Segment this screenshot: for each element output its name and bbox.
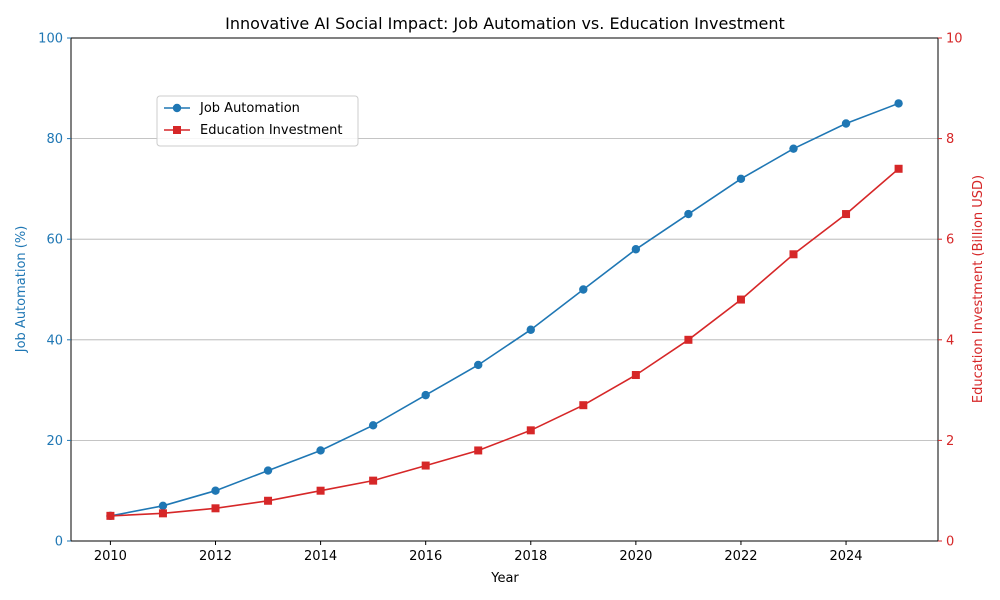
y-right-tick-label-2: 4 [946,333,954,348]
legend-education-investment-marker [173,126,181,134]
x-axis-label: Year [490,571,519,586]
legend-box [156,95,359,147]
job-automation-point-2021 [684,209,693,219]
education-investment-point-2010 [106,511,115,520]
y-left-tick-label-3: 60 [46,233,63,248]
job-automation-point-2024 [841,119,851,128]
job-automation-point-2018 [526,325,535,334]
job-automation-point-2019 [579,285,588,294]
education-investment-point-2018 [526,426,535,435]
job-automation-point-2012 [211,486,220,495]
education-investment-point-2021 [684,335,693,344]
x-tick-label-2: 2014 [304,549,337,564]
job-automation-point-2011 [158,501,168,510]
education-investment-point-2024 [842,210,851,219]
x-tick-label-6: 2022 [724,549,757,564]
legend: Job Automation Education Investment [156,95,359,147]
y-right-tick-label-0: 0 [946,535,954,550]
y-left-tick-label-0: 0 [55,535,63,550]
legend-education-investment-label: Education Investment [200,123,343,138]
education-investment-point-2020 [631,371,640,380]
job-automation-point-2013 [263,466,273,475]
job-automation-point-2020 [631,245,641,254]
y-right-tick-label-4: 8 [946,132,954,147]
y-right-tick-label-5: 10 [946,32,963,47]
legend-job-automation-marker [172,103,182,113]
education-investment-point-2019 [579,401,588,410]
job-automation-point-2023 [789,144,798,153]
education-investment-point-2022 [736,295,745,304]
ticks: 2010 2012 2014 2016 2018 2020 2022 202402040608… [38,32,962,565]
education-investment-point-2011 [158,509,167,518]
education-investment-line [110,168,900,517]
y-left-tick-label-1: 20 [46,434,63,449]
job-automation-point-2022 [736,174,746,184]
legend-job-automation-label: Job Automation [199,101,300,116]
education-investment-point-2015 [369,476,378,485]
job-automation-point-2014 [316,446,325,455]
education-investment-point-2016 [421,461,430,470]
x-tick-label-4: 2018 [514,549,547,564]
education-investment-point-2025 [894,164,903,173]
x-tick-label-7: 2024 [829,549,862,564]
education-investment-point-2017 [474,446,483,455]
y-left-tick-label-2: 40 [46,333,63,348]
y-right-tick-label-1: 2 [946,434,954,449]
y-right-tick-label-3: 6 [946,233,954,248]
x-tick-label-3: 2016 [409,549,442,564]
job-automation-point-2025 [894,99,903,108]
education-investment-point-2014 [316,486,325,495]
y-axis-right-label: Education Investment (Billion USD) [971,175,986,403]
y-left-tick-label-5: 100 [38,32,63,47]
x-tick-label-0: 2010 [94,549,127,564]
education-investment-point-2012 [211,504,220,513]
y-axis-left-label: Job Automation (%) [14,226,29,354]
education-investment-point-2013 [264,496,273,505]
x-tick-label-1: 2012 [199,549,232,564]
education-investment-point-2023 [789,250,798,259]
job-automation-point-2015 [368,421,378,430]
job-automation-point-2017 [474,360,483,370]
x-tick-label-5: 2020 [619,549,652,564]
job-automation-line [110,102,899,517]
chart-title: Innovative AI Social Impact: Job Automat… [225,14,785,33]
series-layer [106,99,903,521]
y-left-tick-label-4: 80 [46,132,63,147]
job-automation-point-2016 [421,390,430,400]
